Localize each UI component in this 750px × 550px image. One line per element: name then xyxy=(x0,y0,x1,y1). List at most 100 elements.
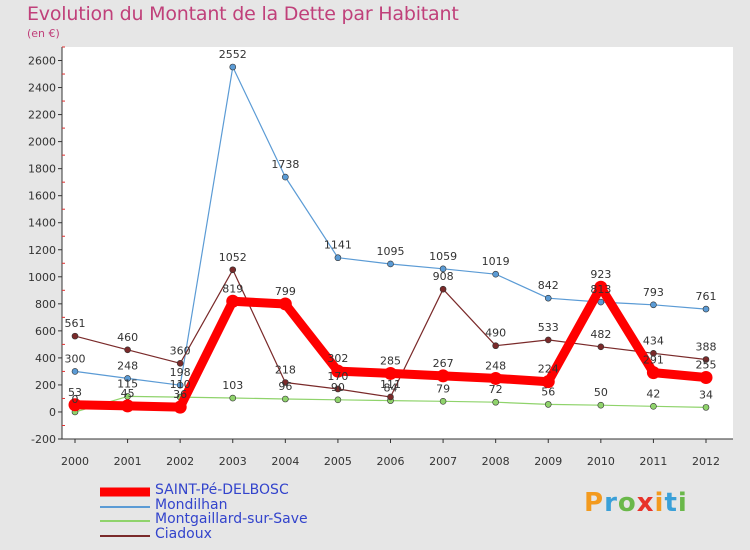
logo-letter: i xyxy=(654,488,665,518)
data-point-ciadoux xyxy=(176,360,184,367)
y-tick-label: 1600 xyxy=(28,190,56,203)
x-tick-label: 2000 xyxy=(61,455,89,468)
data-label-mondilhan: 813 xyxy=(590,283,611,296)
data-point-saint-p-delbosc xyxy=(541,375,555,389)
data-label-montgaillard-sur-save: 84 xyxy=(384,382,398,395)
data-label-ciadoux: 490 xyxy=(485,327,506,340)
x-tick-label: 2007 xyxy=(429,455,457,468)
legend-swatch xyxy=(100,487,150,497)
y-tick-label: 400 xyxy=(35,352,56,365)
data-label-saint-p-delbosc: 923 xyxy=(590,268,611,281)
x-tick-label: 2008 xyxy=(482,455,510,468)
data-label-montgaillard-sur-save: 50 xyxy=(594,386,608,399)
y-tick-label: 2000 xyxy=(28,136,56,149)
data-label-ciadoux: 1052 xyxy=(219,251,247,264)
data-label-mondilhan: 248 xyxy=(117,359,138,372)
logo-letter: x xyxy=(636,488,655,518)
data-point-ciadoux xyxy=(650,350,657,357)
proxiti-logo: Proxiti xyxy=(584,488,688,518)
data-point-saint-p-delbosc xyxy=(699,370,713,384)
data-point-saint-p-delbosc xyxy=(331,364,345,378)
data-point-montgaillard-sur-save xyxy=(334,396,342,404)
y-tick-label: 2400 xyxy=(28,82,56,95)
legend-swatch xyxy=(100,520,150,523)
data-point-montgaillard-sur-save xyxy=(650,402,657,410)
y-tick-label: -200 xyxy=(31,433,56,446)
data-label-mondilhan: 842 xyxy=(538,279,559,292)
data-point-saint-p-delbosc xyxy=(68,398,82,412)
data-label-mondilhan: 2552 xyxy=(219,48,247,61)
data-point-mondilhan xyxy=(650,301,657,309)
data-label-montgaillard-sur-save: 115 xyxy=(117,377,138,390)
data-label-saint-p-delbosc: 248 xyxy=(485,359,506,372)
x-tick-label: 2006 xyxy=(377,455,405,468)
data-label-ciadoux: 482 xyxy=(590,328,611,341)
data-label-mondilhan: 761 xyxy=(696,290,717,303)
data-point-saint-p-delbosc xyxy=(278,297,292,311)
data-point-mondilhan xyxy=(544,294,552,302)
data-point-ciadoux xyxy=(229,266,237,274)
y-tick-label: 2600 xyxy=(28,55,56,68)
y-tick-label: 2200 xyxy=(28,109,56,122)
legend-label: Montgaillard-sur-Save xyxy=(155,511,308,527)
logo-letter: i xyxy=(677,488,688,518)
data-point-saint-p-delbosc xyxy=(173,400,187,414)
data-point-montgaillard-sur-save xyxy=(439,397,447,405)
data-label-montgaillard-sur-save: 0 xyxy=(72,393,79,406)
data-label-ciadoux: 908 xyxy=(433,270,454,283)
x-tick-label: 2002 xyxy=(166,455,194,468)
data-point-saint-p-delbosc xyxy=(384,366,397,380)
data-label-montgaillard-sur-save: 42 xyxy=(646,387,660,400)
data-point-mondilhan xyxy=(334,254,342,262)
data-label-montgaillard-sur-save: 56 xyxy=(541,385,555,398)
data-point-mondilhan xyxy=(492,270,499,278)
data-label-ciadoux: 533 xyxy=(538,321,559,334)
legend-swatch xyxy=(100,534,150,537)
data-point-ciadoux xyxy=(71,332,79,340)
data-label-mondilhan: 793 xyxy=(643,286,664,299)
data-label-montgaillard-sur-save: 34 xyxy=(699,388,713,401)
data-point-ciadoux xyxy=(334,385,342,393)
y-tick-label: 800 xyxy=(35,298,56,311)
data-point-saint-p-delbosc xyxy=(646,366,660,380)
x-tick-label: 2011 xyxy=(639,455,667,468)
data-label-mondilhan: 1059 xyxy=(429,250,457,263)
legend-label: Mondilhan xyxy=(155,496,228,513)
data-point-ciadoux xyxy=(124,346,131,354)
data-point-montgaillard-sur-save xyxy=(702,404,710,411)
data-point-montgaillard-sur-save xyxy=(597,401,605,409)
data-point-mondilhan xyxy=(282,173,289,181)
data-label-saint-p-delbosc: 799 xyxy=(275,285,296,298)
y-tick-label: 1800 xyxy=(28,163,56,176)
y-tick-label: 1400 xyxy=(28,217,56,230)
x-tick-label: 2001 xyxy=(114,455,142,468)
data-label-ciadoux: 170 xyxy=(327,370,348,383)
y-tick-label: 600 xyxy=(35,325,56,338)
data-label-mondilhan: 1019 xyxy=(482,255,510,268)
data-label-mondilhan: 1095 xyxy=(377,245,405,258)
data-label-saint-p-delbosc: 291 xyxy=(643,354,664,367)
data-point-saint-p-delbosc xyxy=(436,369,450,383)
logo-letter: o xyxy=(617,488,637,518)
legend-label: SAINT-Pé-DELBOSC xyxy=(155,482,289,498)
data-point-montgaillard-sur-save xyxy=(282,395,289,403)
data-point-ciadoux xyxy=(387,393,394,401)
data-label-mondilhan: 198 xyxy=(170,366,191,379)
logo-letter: r xyxy=(604,488,618,518)
data-label-saint-p-delbosc: 45 xyxy=(121,387,135,400)
data-label-ciadoux: 218 xyxy=(275,363,296,376)
data-label-montgaillard-sur-save: 79 xyxy=(436,382,450,395)
data-label-saint-p-delbosc: 302 xyxy=(327,352,348,365)
x-tick-label: 2003 xyxy=(219,455,247,468)
data-point-ciadoux xyxy=(492,342,499,350)
logo-letter: t xyxy=(664,488,678,518)
chart-title: Evolution du Montant de la Dette par Hab… xyxy=(27,3,459,25)
data-label-saint-p-delbosc: 285 xyxy=(380,354,401,367)
data-point-mondilhan xyxy=(702,305,710,313)
x-tick-label: 2010 xyxy=(587,455,615,468)
data-label-saint-p-delbosc: 819 xyxy=(222,282,243,295)
data-label-ciadoux: 388 xyxy=(696,341,717,354)
y-tick-label: 1200 xyxy=(28,244,56,257)
